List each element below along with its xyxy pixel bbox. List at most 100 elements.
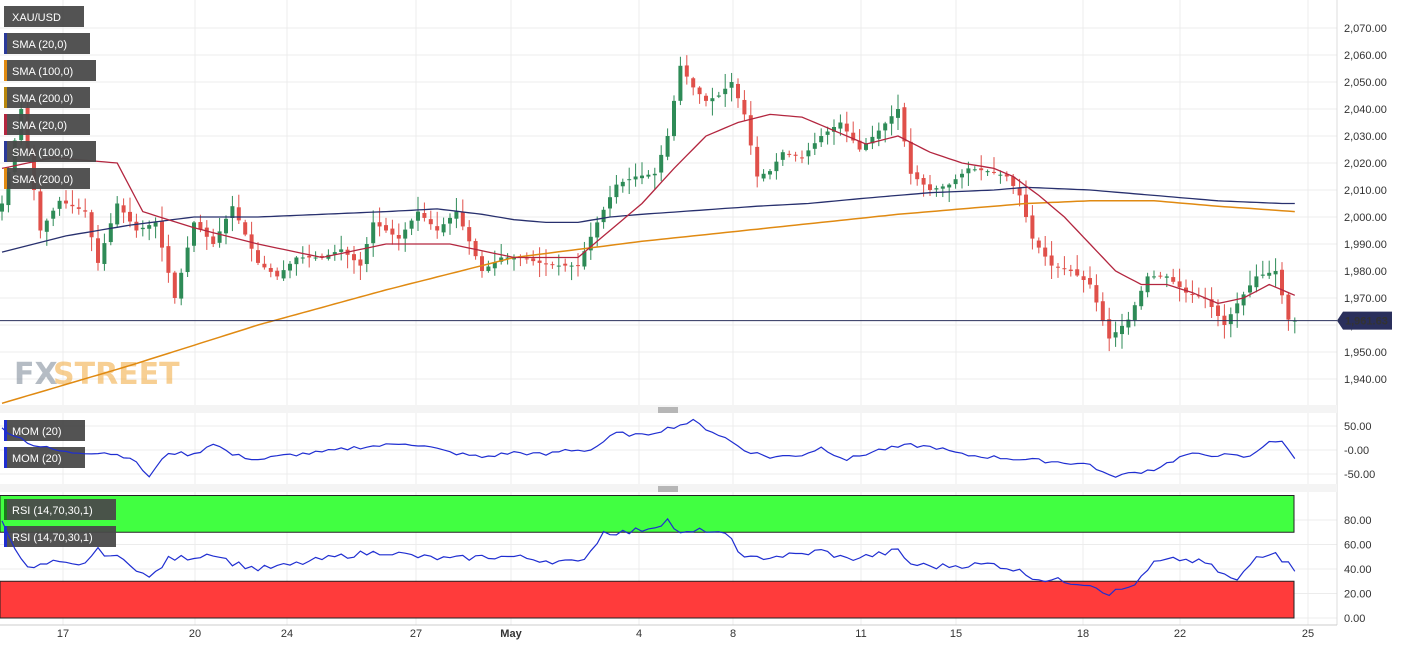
time-tick-label: 15 xyxy=(950,628,962,640)
legend-box-bg xyxy=(4,168,90,189)
candle-body xyxy=(672,100,676,137)
candle-body xyxy=(134,221,139,231)
legend-box-bg xyxy=(4,33,90,54)
candle-body xyxy=(960,173,964,178)
candle-body xyxy=(1235,303,1240,314)
legend-label: SMA (200,0) xyxy=(12,174,73,186)
indicator-lines xyxy=(1,418,1296,597)
fxstreet-watermark: FX STREET xyxy=(14,357,180,392)
resize-handle-2[interactable] xyxy=(658,486,678,492)
candle-body xyxy=(480,256,484,271)
candle-body xyxy=(320,255,324,258)
price-tick-label: 2,030.00 xyxy=(1344,131,1387,143)
legend-symbol[interactable]: XAU/USD xyxy=(4,6,84,27)
legend-main-item[interactable]: SMA (200,0) xyxy=(4,168,90,189)
candle-body xyxy=(716,95,721,97)
candle-body xyxy=(512,257,516,260)
candle-body xyxy=(1190,294,1195,296)
legend-box-bg xyxy=(4,60,96,81)
price-tick-label: 1,970.00 xyxy=(1344,293,1387,305)
candle-body xyxy=(166,246,171,273)
candle-body xyxy=(185,247,190,273)
legend-rsi-item[interactable]: RSI (14,70,30,1) xyxy=(4,526,116,547)
candle-body xyxy=(217,231,222,243)
price-tick-label: 2,060.00 xyxy=(1344,50,1387,62)
candle-body xyxy=(582,251,587,267)
candle-body xyxy=(76,207,81,209)
candle-body xyxy=(1164,276,1169,278)
candle-body xyxy=(556,265,561,267)
legend-main-item[interactable]: SMA (20,0) xyxy=(4,114,90,135)
candle-body xyxy=(1030,215,1035,239)
candle-body xyxy=(1273,271,1278,275)
candle-body xyxy=(121,205,126,213)
time-tick-label: 18 xyxy=(1077,628,1089,640)
legend[interactable]: XAU/USD SMA (20,0) SMA (100,0) SMA (200,0) S… xyxy=(4,6,116,547)
candle-body xyxy=(812,143,817,149)
candle-body xyxy=(697,87,702,95)
candle-body xyxy=(326,254,331,259)
candle-body xyxy=(953,179,958,185)
legend-mom-item[interactable]: MOM (20) xyxy=(4,420,85,441)
candle-body xyxy=(934,188,939,190)
candle-body xyxy=(1177,281,1182,288)
candle-body xyxy=(524,258,529,260)
candle-body xyxy=(723,88,728,95)
legend-main-item[interactable]: SMA (200,0) xyxy=(4,87,90,108)
time-tick-label: 20 xyxy=(189,628,201,640)
candle-body xyxy=(307,255,312,258)
price-axis: 2,070.00 2,060.00 2,050.00 2,040.00 2,030.00… xyxy=(1344,23,1387,386)
candle-body xyxy=(1260,274,1265,276)
candle-body xyxy=(646,174,651,177)
rsi-axis: 80.00 60.00 40.00 20.00 0.00 xyxy=(1344,515,1372,625)
candle-body xyxy=(268,267,273,272)
candle-body xyxy=(550,264,555,266)
candle-body xyxy=(1132,305,1137,321)
candle-body xyxy=(601,209,606,223)
candle-body xyxy=(473,241,478,257)
time-tick-label: May xyxy=(500,628,522,640)
candle-body xyxy=(422,213,427,218)
sma200-line xyxy=(1,200,1295,405)
price-tick-label: 1,990.00 xyxy=(1344,239,1387,251)
mom-line xyxy=(1,418,1296,478)
candle-body xyxy=(736,83,740,99)
candle-body xyxy=(710,98,715,102)
current-price-tag: 1,961.63 xyxy=(1337,311,1392,330)
candle-body xyxy=(684,65,689,77)
candle-body xyxy=(409,220,414,229)
candle-body xyxy=(972,169,977,171)
sma20-line xyxy=(1,113,1296,305)
legend-rsi-item[interactable]: RSI (14,70,30,1) xyxy=(4,499,116,520)
legend-swatch xyxy=(4,526,7,547)
rsi-tick-label: 60.00 xyxy=(1344,540,1372,552)
candle-body xyxy=(153,222,158,227)
candle-body xyxy=(569,265,574,267)
candle-body xyxy=(1280,269,1284,296)
legend-mom-item[interactable]: MOM (20) xyxy=(4,447,85,468)
legend-main-item[interactable]: SMA (100,0) xyxy=(4,141,96,162)
watermark-fx: FX xyxy=(14,357,58,392)
candle-body xyxy=(281,270,286,279)
legend-swatch xyxy=(4,141,7,162)
current-price-label: 1,961.63 xyxy=(1345,316,1388,328)
candle-body xyxy=(198,222,203,230)
candle-body xyxy=(1216,305,1220,316)
candle-body xyxy=(172,272,177,298)
legend-main-item[interactable]: SMA (100,0) xyxy=(4,60,96,81)
resize-handle-1[interactable] xyxy=(658,407,678,413)
main-panel[interactable] xyxy=(0,0,1337,405)
legend-label: XAU/USD xyxy=(12,12,61,24)
price-tick-label: 1,950.00 xyxy=(1344,347,1387,359)
candle-body xyxy=(204,227,209,237)
candle-body xyxy=(774,161,779,172)
legend-label: SMA (100,0) xyxy=(12,147,73,159)
candle-body xyxy=(876,130,881,139)
candle-body xyxy=(0,203,4,212)
legend-main-item[interactable]: SMA (20,0) xyxy=(4,33,90,54)
candle-body xyxy=(691,78,696,88)
candle-body xyxy=(844,123,849,132)
candle-body xyxy=(857,140,862,150)
watermark-street: STREET xyxy=(53,357,180,392)
